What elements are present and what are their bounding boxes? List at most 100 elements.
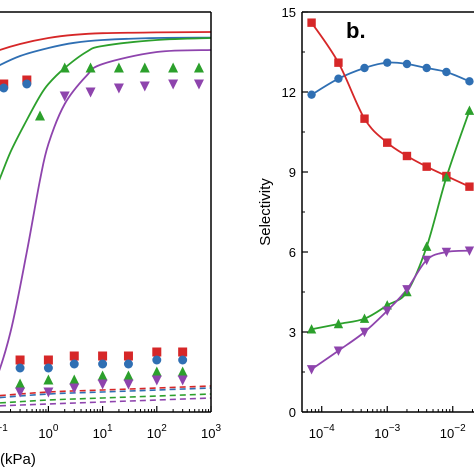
panel-a-point-s2-4 (139, 62, 150, 73)
panel-a-point-s5-4 (69, 359, 79, 369)
panel-b-y-tick-label-5: 15 (282, 5, 296, 20)
panel-a-point-s6-6 (151, 366, 162, 377)
panel-a-x-tick-label-0: 010−1 (0, 423, 8, 441)
panel-b-x-tick-label-1: 10−3 (374, 423, 400, 441)
panel-a-point-s5-7 (152, 355, 162, 365)
panel-b-point-s1-0 (307, 18, 316, 27)
panel-b-x-tick-label-1-exponent: −3 (389, 423, 401, 434)
panel-b-x-tick-label-0-exponent: −4 (323, 423, 335, 434)
panel-a-x-tick-label-1-exponent: 0 (53, 423, 59, 434)
panel-b-y-tick-label-2: 6 (289, 245, 296, 260)
panel-a-x-tick-label-1: 100 (38, 423, 58, 441)
panel-a-dashed-line-2 (0, 393, 211, 404)
panel-a-point-s7-6 (123, 379, 134, 390)
panel-b-point-s1-1 (334, 58, 343, 67)
panel-b-point-s3-3 (382, 306, 392, 316)
panel-b-x-tick-label-2-exponent: −2 (454, 423, 466, 434)
panel-a-x-tick-label-3: 102 (147, 423, 167, 441)
panel-a-point-s4-3 (43, 355, 53, 365)
panel-b-point-s0-1 (334, 74, 343, 83)
panel-b-x-tick-label-1-base: 10 (374, 426, 388, 441)
panel-a-point-s6-5 (123, 370, 134, 381)
panel-a-point-s2-2 (85, 62, 96, 73)
panel-a-x-axis-title: (kPa) (0, 451, 36, 468)
panel-b-x-tick-label-2-base: 10 (440, 426, 454, 441)
panel-a-point-s4-2 (15, 355, 25, 365)
panel-a-point-s6-7 (177, 366, 188, 377)
panel-b-point-s0-3 (383, 58, 392, 67)
panel-a-point-s4-4 (69, 351, 79, 361)
panel-b-point-s3-0 (306, 365, 317, 375)
panel-a-point-s3-5 (168, 79, 179, 90)
panel-a-point-s7-5 (97, 379, 108, 390)
panel-b-point-s0-0 (307, 90, 316, 99)
panel-b-point-s3-4 (402, 285, 412, 295)
panel-b-x-tick-label-0: 10−4 (309, 423, 335, 441)
panel-b-y-tick-label-4: 12 (282, 85, 296, 100)
panel-a-point-s6-3 (69, 374, 80, 385)
panel-b-y-tick-label-0: 0 (289, 405, 296, 420)
panel-a-point-s5-2 (15, 363, 25, 373)
panel-b-point-s2-0 (306, 324, 317, 334)
panel-a-point-s4-5 (98, 351, 108, 361)
panel-a-fit-line-2 (0, 37, 211, 181)
panel-a-x-tick-label-2: 101 (93, 423, 113, 441)
panel-a-point-s2-5 (168, 62, 179, 73)
panel-a-point-s4-6 (123, 351, 133, 361)
panel-a-point-s7-3 (43, 387, 54, 398)
panel-a-x-tick-label-3-base: 10 (147, 426, 161, 441)
panel-a-point-s1-2 (0, 83, 9, 93)
panel-a-x-tick-label-3-exponent: 2 (161, 423, 167, 434)
panel-a-point-s3-2 (85, 87, 96, 98)
panel-b-point-s0-4 (402, 59, 412, 69)
panel-b-point-s3-6 (441, 247, 452, 258)
panel-b-point-s1-5 (422, 162, 431, 171)
panel-b-y-axis-title: Selectivity (257, 178, 274, 246)
panel-a-x-tick-label-4-exponent: 3 (215, 423, 221, 434)
panel-a-point-s7-2 (15, 387, 26, 398)
panel-a-point-s5-5 (98, 359, 108, 369)
panel-a-point-s5-3 (43, 363, 53, 373)
panel-a-point-s2-1 (59, 62, 70, 73)
panel-b-point-s0-7 (465, 77, 474, 86)
panel-b-point-s1-2 (360, 114, 369, 123)
panel-b-x-tick-label-0-base: 10 (309, 426, 323, 441)
panel-b-point-s3-2 (359, 327, 370, 338)
panel-a-x-tick-label-2-exponent: 1 (107, 423, 113, 434)
panel-b-point-s2-5 (421, 241, 432, 251)
panel-a-point-s7-7 (151, 375, 162, 386)
panel-a-point-s7-8 (177, 375, 188, 386)
panel-a-fit-line-3 (0, 49, 211, 372)
panel-a-point-s2-3 (113, 62, 124, 73)
panel-b-point-s1-4 (402, 151, 412, 161)
panel-b-point-s0-5 (422, 63, 431, 73)
panel-b-y-tick-label-1: 3 (289, 325, 296, 340)
panel-a-point-s3-1 (59, 91, 70, 102)
panel-a-point-s6-2 (43, 374, 54, 385)
panel-b-point-s3-1 (333, 346, 344, 356)
panel-a-plot-area (0, 31, 211, 407)
panel-a-point-s5-8 (178, 355, 188, 365)
panel-a-point-s6-4 (97, 370, 108, 381)
panel-b-line-3 (311, 249, 470, 371)
panel-b-point-s2-6 (441, 172, 452, 182)
panel-b-point-s0-2 (360, 63, 369, 73)
panel-a-fit-line-1 (0, 36, 211, 67)
panel-b-y-tick-label-3: 9 (289, 165, 296, 180)
panel-b-point-s2-1 (333, 318, 344, 329)
panel-a-point-s3-6 (193, 79, 204, 90)
panel-a-x-tick-label-0-exponent: −1 (0, 423, 8, 434)
panel-a-x-tick-label-2-base: 10 (93, 426, 107, 441)
panel-a-point-s1-3 (22, 79, 32, 89)
panel-b-point-s1-7 (465, 182, 474, 191)
panel-b-plot-area (306, 18, 474, 375)
panel-a-point-s7-4 (69, 383, 80, 394)
panel-a-point-s5-6 (123, 359, 133, 369)
panel-b-point-s2-2 (359, 313, 370, 323)
panel-a-point-s3-3 (113, 83, 124, 94)
panel-a-x-tick-label-1-base: 10 (38, 426, 52, 441)
panel-a-dashed-line-1 (0, 387, 211, 399)
